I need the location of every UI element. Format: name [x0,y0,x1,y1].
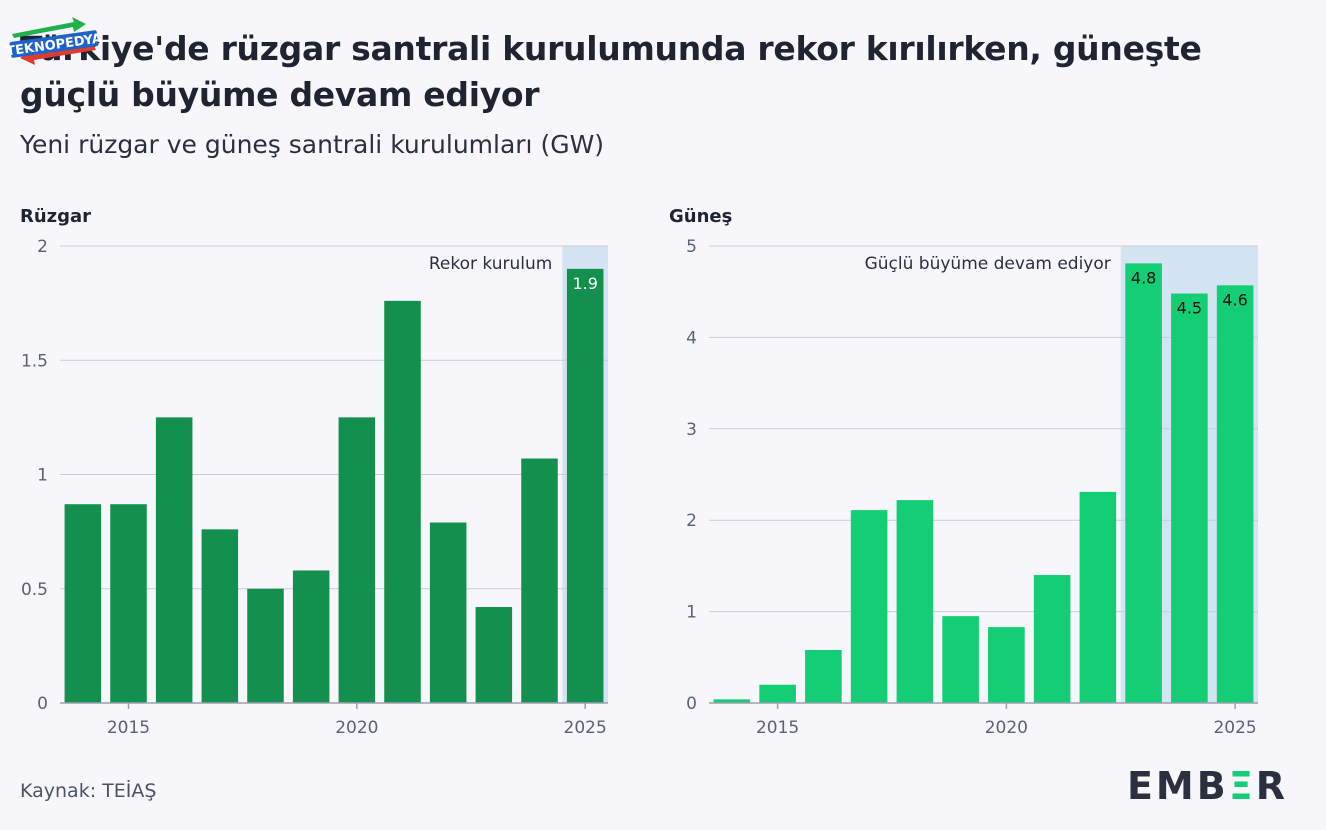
y-tick-label: 0 [37,694,48,714]
y-tick-label: 2 [686,511,697,531]
bar-2014 [64,504,102,703]
bar-2019 [942,616,979,703]
bar-2020 [338,417,376,703]
bar-2016 [155,417,193,703]
bar-2022 [429,522,467,703]
bar-2018 [896,500,934,703]
bar-2022 [1079,491,1117,703]
y-tick-label: 4 [686,328,697,348]
bar-2016 [805,649,842,703]
x-tick-label: 2025 [1213,718,1256,738]
teknopedya-watermark-logo: TEKNOPEDYA [6,17,103,65]
bar-2015 [759,684,796,703]
bar-2021 [384,300,421,703]
panel-title: Güneş [669,206,732,227]
data-label: 4.8 [1131,268,1156,287]
bar-2025 [1216,285,1254,703]
y-tick-label: 2 [37,237,48,257]
brand-right: R [1255,764,1288,808]
wind-chart: Rüzgar 0 0.5 1 1.5 2 1.9 Rekor kurulum 2015 2020 2… [20,206,608,738]
bar-2015 [110,504,147,703]
y-tick-label: 5 [686,237,697,257]
x-tick-label: 2015 [756,718,799,738]
ember-logo: EMBΞR [1127,764,1288,808]
bar-2014 [713,699,751,703]
bar-2021 [1033,575,1071,703]
bar-2017 [850,510,888,703]
x-tick-label: 2020 [985,718,1028,738]
chart-subtitle: Yeni rüzgar ve güneş santrali kurulumlar… [20,130,605,159]
bar-2023 [1125,263,1162,703]
y-tick-label: 1 [37,466,48,486]
bar-2018 [247,588,284,703]
y-tick-label: 1.5 [21,351,48,371]
x-tick-label: 2015 [107,718,150,738]
data-label: 4.6 [1222,290,1247,309]
solar-chart: Güneş 0 1 2 3 4 5 4.8 4.5 4.6 Güçlü büyüme devam e… [669,206,1258,738]
brand-mid: Ξ [1228,764,1256,808]
bar-2020 [988,627,1025,703]
source-note: Kaynak: TEİAŞ [20,780,157,802]
bar-2024 [1171,293,1208,703]
bar-2025 [566,268,604,703]
data-label: 1.9 [572,274,597,293]
brand-left: EMB [1126,764,1229,808]
x-tick-label: 2025 [564,718,607,738]
annotation: Rekor kurulum [429,254,552,274]
y-tick-label: 3 [686,420,697,440]
bar-2017 [201,529,239,703]
bar-2019 [292,570,330,703]
annotation: Güçlü büyüme devam ediyor [865,254,1111,274]
chart-title: Türkiye'de rüzgar santrali kurulumunda r… [20,29,1202,114]
y-tick-label: 1 [686,603,697,623]
x-tick-label: 2020 [335,718,378,738]
bar-2024 [521,458,558,703]
charts-area: Rüzgar 0 0.5 1 1.5 2 1.9 Rekor kurulum 2015 2020 2… [0,196,1326,756]
panel-title: Rüzgar [20,206,91,227]
data-label: 4.5 [1177,299,1202,318]
bar-2023 [475,607,513,703]
y-tick-label: 0 [686,694,697,714]
y-tick-label: 0.5 [21,580,48,600]
